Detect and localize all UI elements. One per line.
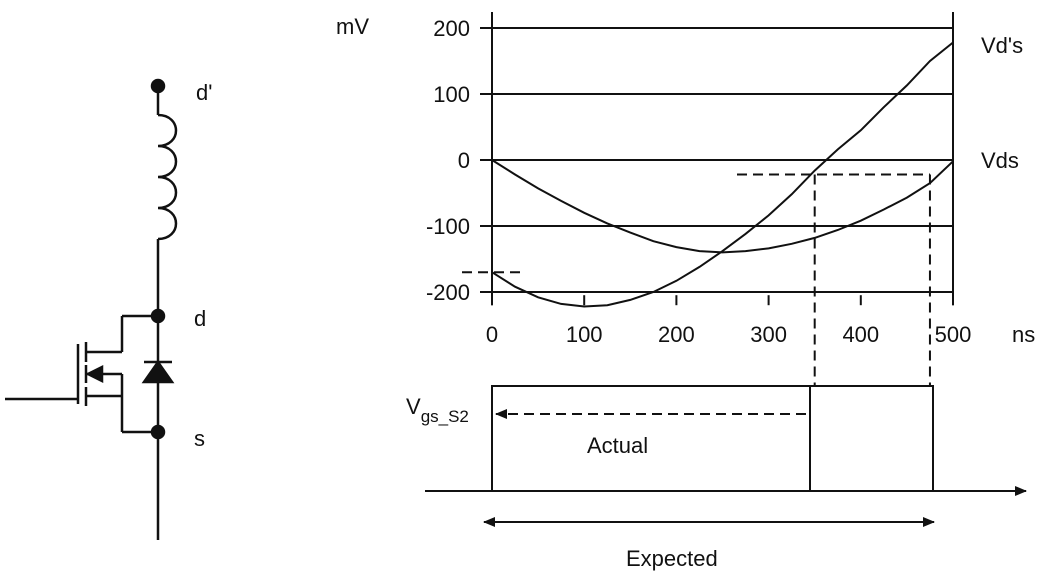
y-tick-label: -100: [426, 214, 470, 239]
y-tick-label: 100: [433, 82, 470, 107]
inductor-icon: [157, 113, 178, 241]
vgs-s2-label: Vgs_S2: [406, 394, 469, 426]
actual-pulse: [491, 385, 811, 491]
mosfet-icon: [5, 314, 158, 434]
diode-icon: [141, 359, 175, 384]
y-tick-label: -200: [426, 280, 470, 305]
y-unit-label: mV: [336, 14, 369, 39]
y-tick-label: 0: [458, 148, 470, 173]
node-s-label: s: [194, 426, 205, 451]
chart-tick-labels: 200 100 0 -100 -200 0 100 200 300 400 500: [426, 16, 971, 347]
actual-label: Actual: [587, 433, 648, 458]
series-line-1: [491, 159, 954, 254]
x-tick-label: 0: [486, 322, 498, 347]
series-label-vds: Vds: [981, 148, 1019, 173]
waveform-chart: 200 100 0 -100 -200 0 100 200 300 400 500 mV ns Vd…: [336, 12, 1035, 386]
x-tick-label: 400: [842, 322, 879, 347]
chart-series: [491, 41, 954, 308]
gate-timing-diagram: [425, 385, 1027, 527]
x-tick-label: 200: [658, 322, 695, 347]
expected-pulse-extension: [810, 385, 934, 491]
x-unit-label: ns: [1012, 322, 1035, 347]
series-label-vds-prime: Vd's: [981, 33, 1023, 58]
vgs-s2-subscript: gs_S2: [421, 407, 469, 426]
x-tick-label: 500: [935, 322, 972, 347]
circuit-schematic: [5, 78, 178, 540]
node-d-label: d: [194, 306, 206, 331]
chart-dashed-references: [462, 173, 931, 386]
x-tick-label: 300: [750, 322, 787, 347]
series-line-0: [491, 41, 954, 308]
x-tick-label: 100: [566, 322, 603, 347]
chart-axes: [491, 12, 954, 306]
node-d-prime-label: d': [196, 80, 212, 105]
expected-label: Expected: [626, 546, 718, 571]
y-tick-label: 200: [433, 16, 470, 41]
chart-grid: [480, 27, 953, 293]
